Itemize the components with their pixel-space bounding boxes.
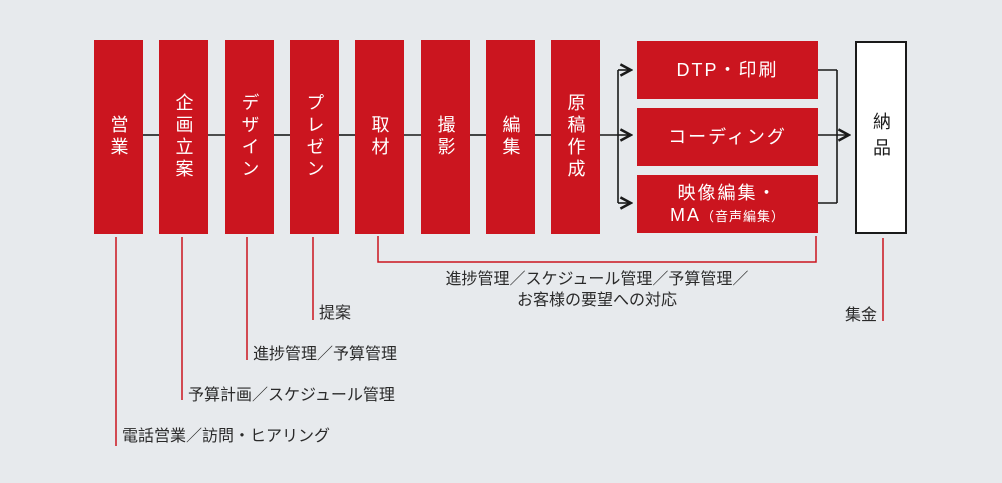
flow-step-label: プレゼン (304, 93, 325, 181)
branch-step-label-sub: （音声編集） (700, 209, 785, 224)
flow-step-design: デザイン (225, 40, 274, 234)
annotation-design: 進捗管理／予算管理 (253, 346, 398, 363)
branch-step-video-editing: 映像編集・ MA（音声編集） (637, 175, 818, 233)
annotation-collection: 集金 (844, 307, 877, 324)
flow-step-label: デザイン (239, 93, 260, 181)
flow-step-manuscript: 原稿作成 (551, 40, 600, 234)
branch-step-label: DTP・印刷 (676, 59, 779, 80)
flow-step-presentation: プレゼン (290, 40, 339, 234)
annotation-sales: 電話営業／訪問・ヒアリング (122, 428, 331, 445)
annotation-production: 進捗管理／スケジュール管理／予算管理／ お客様の要望への対応 (397, 269, 797, 311)
branch-step-label: 映像編集・ (677, 182, 778, 203)
branch-step-coding: コーディング (637, 108, 818, 166)
branch-step-label-line2: MA（音声編集） (669, 205, 785, 225)
flow-step-coverage: 取材 (355, 40, 404, 234)
merge-lines (818, 69, 848, 204)
annotation-presentation: 提案 (319, 305, 352, 322)
flow-step-label: 営業 (108, 115, 129, 159)
flow-step-sales: 営業 (94, 40, 143, 234)
annotation-production-line2: お客様の要望への対応 (516, 292, 677, 309)
flow-step-label: 納品 (871, 111, 891, 164)
flow-step-label: 編集 (500, 115, 521, 159)
flow-step-label: 原稿作成 (565, 93, 586, 181)
annotation-drop-lines (115, 236, 884, 446)
flow-step-label: 企画立案 (173, 93, 194, 181)
flow-step-shooting: 撮影 (421, 40, 470, 234)
flow-step-label: 取材 (369, 115, 390, 159)
production-bracket (377, 236, 817, 263)
flow-step-planning: 企画立案 (159, 40, 208, 234)
flow-step-delivery: 納品 (855, 41, 907, 234)
branch-split-lines (600, 70, 630, 203)
flow-step-editing: 編集 (486, 40, 535, 234)
branch-step-dtp-print: DTP・印刷 (637, 41, 818, 99)
branch-step-label: コーディング (668, 126, 787, 147)
flow-step-label: 撮影 (435, 115, 456, 159)
annotation-production-line1: 進捗管理／スケジュール管理／予算管理／ (445, 271, 749, 288)
annotation-planning: 予算計画／スケジュール管理 (188, 387, 395, 404)
